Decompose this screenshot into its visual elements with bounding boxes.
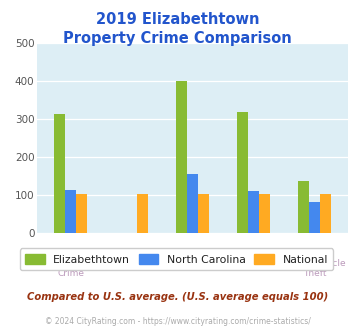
Bar bbox=[298, 182, 309, 233]
Bar bbox=[76, 194, 87, 233]
Text: Crime: Crime bbox=[57, 269, 84, 278]
Bar bbox=[176, 81, 187, 233]
Text: Property Crime Comparison: Property Crime Comparison bbox=[63, 31, 292, 46]
Text: Burglary: Burglary bbox=[173, 259, 212, 268]
Bar bbox=[65, 190, 76, 233]
Legend: Elizabethtown, North Carolina, National: Elizabethtown, North Carolina, National bbox=[20, 248, 333, 270]
Bar bbox=[198, 194, 209, 233]
Text: © 2024 CityRating.com - https://www.cityrating.com/crime-statistics/: © 2024 CityRating.com - https://www.city… bbox=[45, 317, 310, 326]
Text: All Property: All Property bbox=[44, 259, 97, 268]
Text: Arson: Arson bbox=[119, 259, 144, 268]
Text: Theft: Theft bbox=[303, 269, 326, 278]
Bar bbox=[54, 114, 65, 233]
Text: 2019 Elizabethtown: 2019 Elizabethtown bbox=[96, 12, 259, 26]
Bar bbox=[187, 174, 198, 233]
Bar bbox=[137, 194, 148, 233]
Bar bbox=[237, 112, 248, 233]
Text: Larceny & Theft: Larceny & Theft bbox=[217, 259, 290, 268]
Text: Compared to U.S. average. (U.S. average equals 100): Compared to U.S. average. (U.S. average … bbox=[27, 292, 328, 302]
Bar bbox=[320, 194, 331, 233]
Bar bbox=[259, 194, 270, 233]
Bar bbox=[309, 202, 320, 233]
Bar bbox=[248, 191, 259, 233]
Text: Motor Vehicle: Motor Vehicle bbox=[284, 259, 345, 268]
